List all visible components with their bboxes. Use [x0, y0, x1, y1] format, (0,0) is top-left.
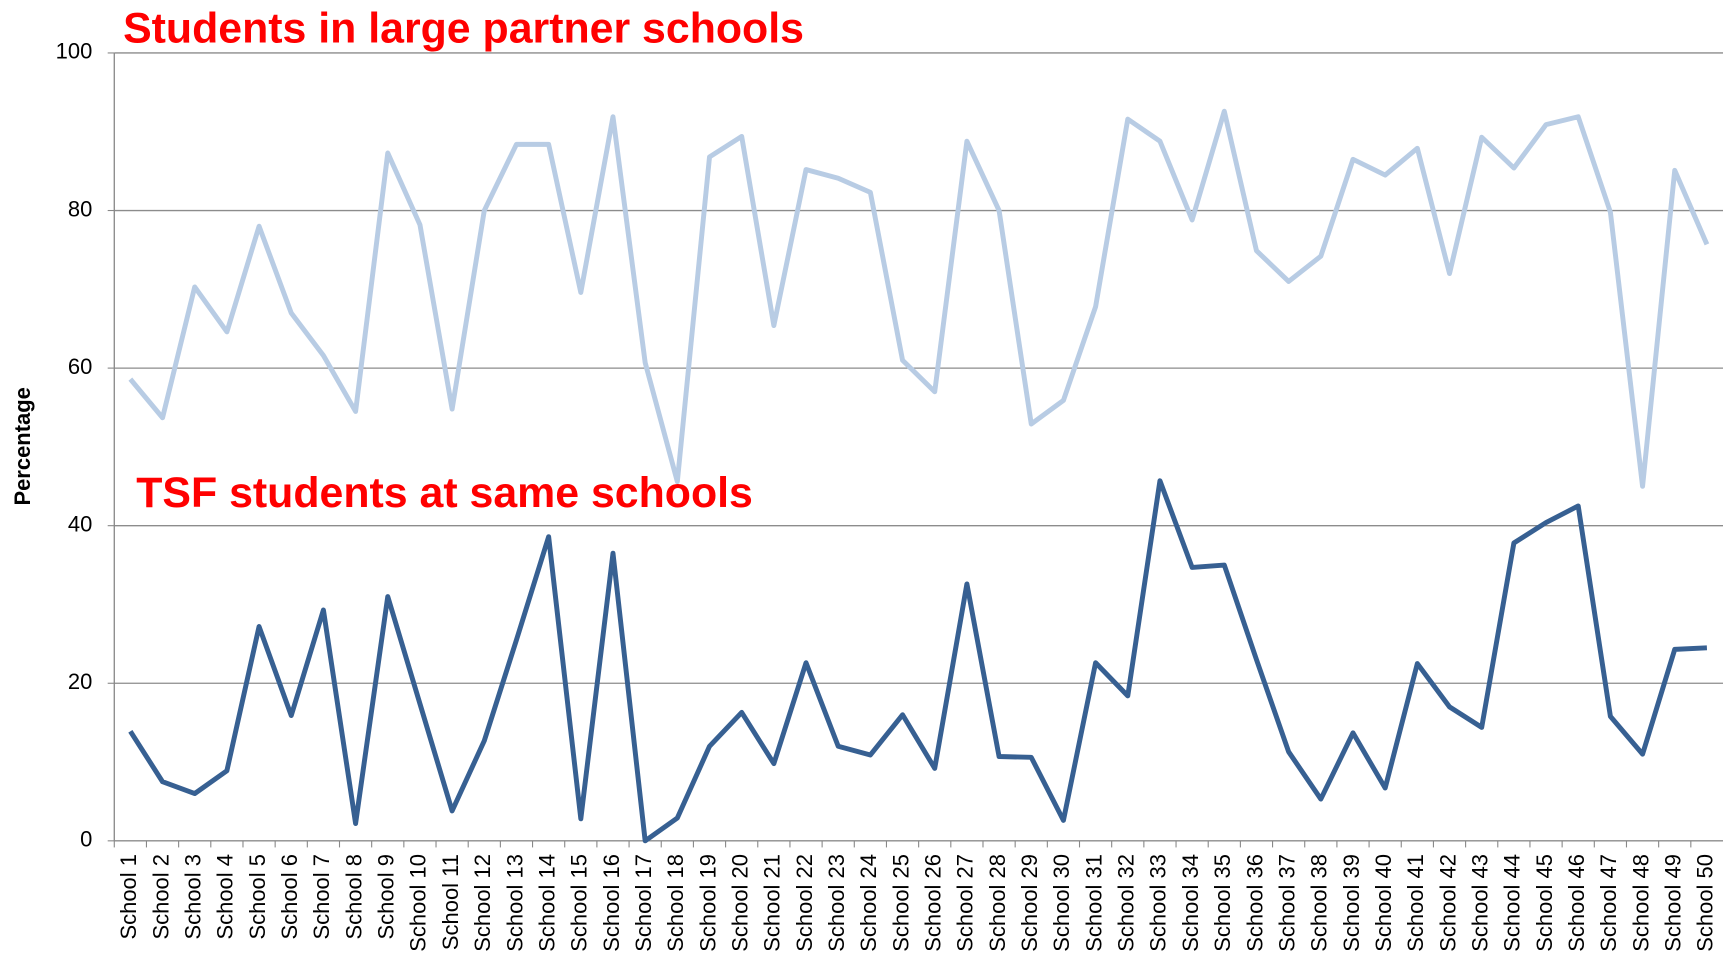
- line-series: [128, 478, 1708, 844]
- x-tick-label: School 30: [1049, 854, 1074, 952]
- x-tick-label: School 39: [1339, 854, 1364, 952]
- x-tick-label: School 6: [277, 854, 302, 940]
- x-tick-label: School 19: [695, 854, 720, 952]
- x-tick-label: School 46: [1564, 854, 1589, 952]
- x-tick-label: School 20: [727, 854, 752, 952]
- x-tick-label: School 45: [1532, 854, 1557, 952]
- x-tick-label: School 48: [1628, 854, 1653, 952]
- x-tick-label: School 24: [856, 854, 881, 952]
- x-tick-label: School 10: [406, 854, 431, 952]
- x-tick-label: School 9: [374, 854, 399, 940]
- series-label: TSF students at same schools: [136, 469, 753, 517]
- x-tick-label: School 33: [1146, 854, 1171, 952]
- x-tick-label: School 49: [1661, 854, 1686, 952]
- x-tick-label: School 4: [213, 854, 238, 940]
- x-tick-label: School 36: [1242, 854, 1267, 952]
- line-series: [128, 108, 1710, 489]
- x-tick-label: School 50: [1693, 854, 1718, 952]
- x-tick-label: School 35: [1210, 854, 1235, 952]
- x-tick-label: School 17: [631, 854, 656, 952]
- x-tick-label: School 38: [1307, 854, 1332, 952]
- x-tick-label: School 14: [534, 854, 559, 952]
- x-tick-label: School 1: [116, 854, 141, 940]
- x-tick-label: School 7: [309, 854, 334, 940]
- x-tick-label: School 18: [663, 854, 688, 952]
- y-tick-label: 40: [68, 511, 92, 536]
- y-tick-label: 100: [56, 39, 93, 64]
- x-tick-label: School 2: [148, 854, 173, 940]
- y-axis-label: Percentage: [10, 387, 35, 505]
- x-tick-label: School 37: [1274, 854, 1299, 952]
- x-tick-label: School 26: [921, 854, 946, 952]
- x-tick-label: School 47: [1596, 854, 1621, 952]
- y-tick-label: 0: [80, 827, 92, 852]
- x-tick-label: School 27: [953, 854, 978, 952]
- y-tick-label: 80: [68, 196, 92, 221]
- x-tick-label: School 12: [470, 854, 495, 952]
- x-tick-label: School 3: [181, 854, 206, 940]
- x-tick-label: School 15: [567, 854, 592, 952]
- x-tick-label: School 44: [1500, 854, 1525, 952]
- x-tick-label: School 34: [1178, 854, 1203, 952]
- x-tick-label: School 31: [1081, 854, 1106, 952]
- x-tick-label: School 5: [245, 854, 270, 940]
- y-tick-label: 20: [68, 669, 92, 694]
- y-tick-label: 60: [68, 354, 92, 379]
- x-tick-label: School 23: [824, 854, 849, 952]
- x-tick-label: School 43: [1467, 854, 1492, 952]
- x-tick-label: School 11: [438, 854, 463, 950]
- x-tick-label: School 29: [1017, 854, 1042, 952]
- x-tick-label: School 28: [985, 854, 1010, 952]
- x-tick-label: School 8: [341, 854, 366, 940]
- x-tick-label: School 16: [599, 854, 624, 952]
- x-tick-label: School 21: [760, 854, 785, 952]
- x-tick-label: School 25: [888, 854, 913, 952]
- x-tick-label: School 32: [1114, 854, 1139, 952]
- x-tick-label: School 13: [502, 854, 527, 952]
- x-tick-label: School 22: [792, 854, 817, 952]
- x-tick-label: School 42: [1435, 854, 1460, 952]
- series-label: Students in large partner schools: [123, 4, 804, 52]
- x-tick-label: School 40: [1371, 854, 1396, 952]
- x-tick-label: School 41: [1403, 854, 1428, 952]
